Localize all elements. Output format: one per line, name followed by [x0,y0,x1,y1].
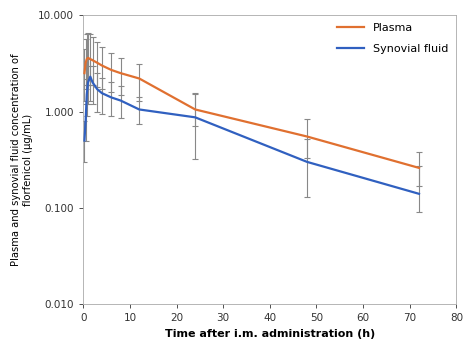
Synovial fluid [82,139,87,143]
Synovial fluid [83,119,89,123]
Plasma [137,76,142,80]
Plasma [304,134,310,139]
Line: Synovial fluid: Synovial fluid [84,77,419,194]
Synovial fluid [304,160,310,164]
Synovial fluid [118,98,123,103]
Plasma [82,71,87,75]
X-axis label: Time after i.m. administration (h): Time after i.m. administration (h) [164,329,375,339]
Synovial fluid [137,107,142,112]
Plasma [90,58,95,62]
Synovial fluid [416,192,422,196]
Synovial fluid [84,92,90,97]
Plasma [83,61,89,65]
Plasma [99,63,105,68]
Synovial fluid [90,80,95,85]
Plasma [192,107,198,112]
Plasma [85,56,91,60]
Synovial fluid [99,91,105,95]
Plasma [94,61,100,65]
Synovial fluid [85,80,91,85]
Y-axis label: Plasma and synovial fluid concentration of
florfenicol (µg/mL): Plasma and synovial fluid concentration … [11,54,33,266]
Plasma [109,68,114,72]
Line: Plasma: Plasma [84,58,419,168]
Plasma [87,57,93,61]
Synovial fluid [109,95,114,99]
Plasma [84,57,90,61]
Synovial fluid [192,115,198,119]
Plasma [416,166,422,170]
Plasma [118,71,123,75]
Legend: Plasma, Synovial fluid: Plasma, Synovial fluid [332,19,453,58]
Synovial fluid [87,75,93,79]
Synovial fluid [94,87,100,91]
